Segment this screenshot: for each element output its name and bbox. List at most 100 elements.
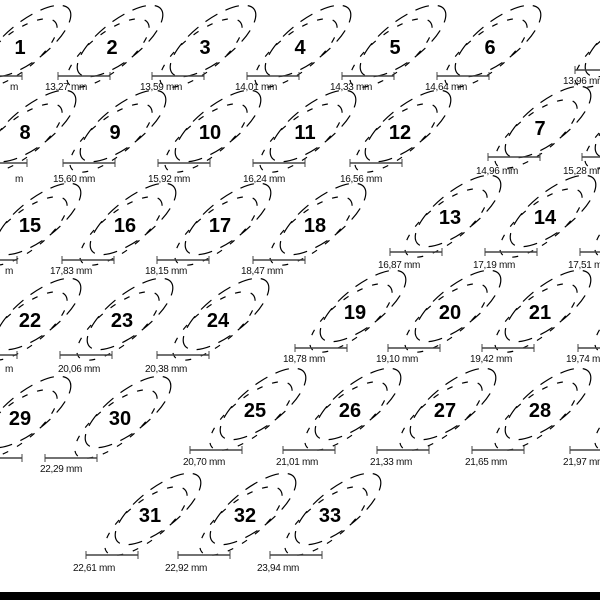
measurement-label: 19,10 mm	[376, 354, 418, 365]
measurement-label: 17,19 mm	[473, 260, 515, 271]
outer-dashed-ellipse	[264, 4, 352, 78]
sample-number: 26	[339, 400, 361, 422]
sample-item: 2 13,27 mm	[45, 4, 164, 93]
sample-number: 16	[114, 215, 136, 237]
inner-dashed-ellipse	[254, 18, 338, 88]
sample-number: 22	[19, 310, 41, 332]
measurement-label: m	[5, 266, 13, 277]
outer-dashed-ellipse	[584, 4, 600, 78]
sample-item: 6 14,64 mm	[425, 4, 542, 93]
inner-dashed-ellipse	[174, 196, 258, 266]
inner-dashed-ellipse	[594, 381, 600, 451]
outer-dashed-ellipse	[89, 182, 177, 256]
inner-dashed-ellipse	[494, 283, 578, 353]
inner-dashed-ellipse	[0, 291, 68, 361]
sample-number: 11	[294, 122, 315, 144]
sample-number: 29	[9, 408, 31, 430]
sample-number: 19	[344, 302, 366, 324]
outer-dashed-ellipse	[0, 4, 72, 78]
sample-number: 31	[139, 505, 161, 527]
outer-dashed-ellipse	[0, 277, 82, 351]
outer-dashed-ellipse	[409, 367, 497, 441]
inner-dashed-ellipse	[404, 188, 488, 258]
sample-item: 10 15,92 mm	[148, 89, 262, 185]
sample-number: 3	[199, 37, 210, 59]
sample-item: 33 23,94 mm	[257, 472, 382, 574]
sample-number: 17	[209, 215, 231, 237]
sample-item: 24 20,38 mm	[145, 277, 270, 375]
outer-dashed-ellipse	[509, 174, 597, 248]
sample-item: 1m	[0, 4, 72, 93]
outer-dashed-ellipse	[359, 4, 447, 78]
outer-dashed-ellipse	[269, 89, 357, 163]
measurement-label: 19,74 mm	[566, 354, 600, 365]
inner-dashed-ellipse	[399, 381, 483, 451]
measurement-label: 18,15 mm	[145, 266, 187, 277]
measurement-label: 22,92 mm	[165, 563, 207, 574]
sample-item: 7 14,96 mm	[476, 85, 592, 177]
sample-item: 32 22,92 mm	[165, 472, 297, 574]
measurement-label: 14,64 mm	[425, 82, 467, 93]
sample-number: 7	[534, 118, 545, 140]
measurement-label: m	[15, 174, 23, 185]
measurement-label: 18,47 mm	[241, 266, 283, 277]
outer-dashed-ellipse	[294, 472, 382, 546]
sample-number: 32	[234, 505, 256, 527]
sample-number: 4	[294, 37, 306, 59]
outer-dashed-ellipse	[594, 85, 600, 159]
sample-item: 28 21,65 mm	[465, 367, 592, 468]
sample-number: 24	[207, 310, 230, 332]
inner-dashed-ellipse	[79, 196, 163, 266]
sample-number: 6	[484, 37, 495, 59]
inner-dashed-ellipse	[574, 18, 600, 88]
measurement-label: 20,38 mm	[145, 364, 187, 375]
inner-dashed-ellipse	[104, 486, 188, 556]
sample-item: 19 18,78 mm	[283, 269, 407, 365]
measurement-label: 17,51 mm	[568, 260, 600, 271]
inner-dashed-ellipse	[494, 381, 578, 451]
outer-dashed-ellipse	[279, 182, 367, 256]
sample-item: 27 21,33 mm	[370, 367, 497, 468]
sample-item: 21,97 mm	[563, 381, 600, 468]
measurement-label: m	[10, 82, 18, 93]
outer-dashed-ellipse	[209, 472, 297, 546]
sample-number: 30	[109, 408, 131, 430]
outer-dashed-ellipse	[219, 367, 307, 441]
measurement-label: 13,27 mm	[45, 82, 87, 93]
inner-dashed-ellipse	[584, 99, 600, 169]
inner-dashed-ellipse	[0, 196, 68, 266]
measurement-label: 21,33 mm	[370, 457, 412, 468]
sample-item: 14 17,19 mm	[473, 174, 597, 271]
measurement-label: 20,06 mm	[58, 364, 100, 375]
sample-number: 2	[106, 37, 117, 59]
sample-number: 27	[434, 400, 456, 422]
outer-dashed-ellipse	[504, 367, 592, 441]
inner-dashed-ellipse	[284, 486, 368, 556]
measurement-label: 17,83 mm	[50, 266, 92, 277]
outer-dashed-ellipse	[454, 4, 542, 78]
inner-dashed-ellipse	[66, 18, 150, 88]
sample-item: 13 16,87 mm	[378, 174, 502, 271]
sample-number: 23	[111, 310, 133, 332]
inner-dashed-ellipse	[494, 99, 578, 169]
sample-item: 16 17,83 mm	[50, 182, 177, 277]
measurement-label: 14,01 mm	[235, 82, 277, 93]
bottom-edge-bar	[0, 592, 600, 600]
outer-dashed-ellipse	[414, 174, 502, 248]
outer-dashed-ellipse	[184, 182, 272, 256]
measurement-label: 16,24 mm	[243, 174, 285, 185]
outer-dashed-ellipse	[319, 269, 407, 343]
sample-number: 25	[244, 400, 266, 422]
outer-dashed-ellipse	[595, 258, 600, 354]
measurement-label: 14,96 mm	[476, 166, 518, 177]
outer-dashed-ellipse	[86, 277, 174, 351]
inner-dashed-ellipse	[74, 389, 158, 459]
sample-item: 8m	[0, 89, 77, 185]
inner-dashed-ellipse	[309, 283, 393, 353]
sample-item: 12 16,56 mm	[340, 89, 452, 185]
measurement-label: 14,33 mm	[330, 82, 372, 93]
measurement-label: 23,94 mm	[257, 563, 299, 574]
sample-item: 15 m	[0, 182, 82, 277]
outer-dashed-ellipse	[0, 182, 82, 256]
